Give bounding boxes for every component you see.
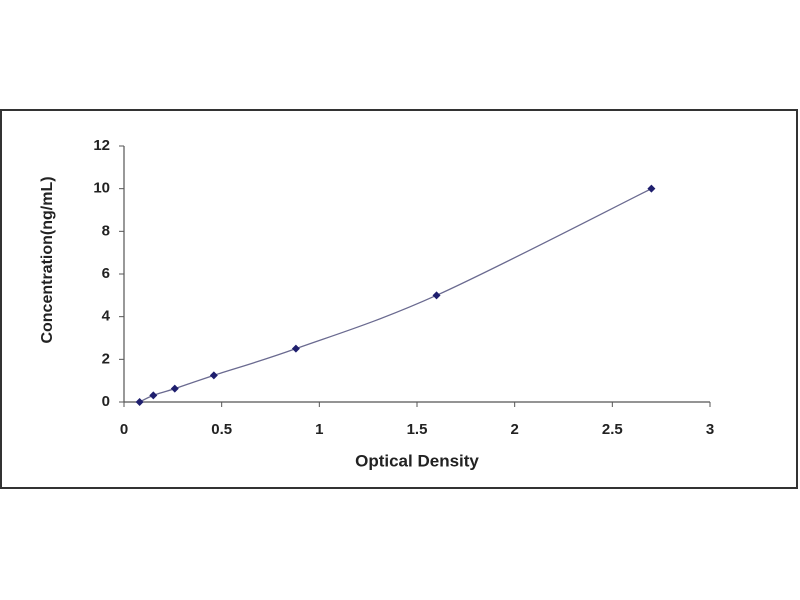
- y-tick-label: 4: [102, 308, 111, 325]
- data-point: [432, 291, 441, 300]
- y-tick-label: 2: [102, 350, 110, 367]
- x-tick-label: 3: [706, 421, 714, 438]
- x-tick-label: 1: [315, 421, 323, 438]
- data-point: [149, 391, 158, 400]
- y-tick-label: 8: [102, 222, 110, 239]
- y-tick-label: 0: [102, 393, 110, 410]
- data-point: [647, 184, 656, 193]
- data-point: [170, 384, 179, 393]
- x-tick-label: 0: [120, 421, 128, 438]
- data-point: [291, 344, 300, 353]
- y-axis-title: Concentration(ng/mL): [39, 176, 56, 343]
- y-tick-label: 12: [93, 137, 110, 154]
- data-point: [209, 371, 218, 380]
- y-tick-label: 10: [93, 180, 110, 197]
- data-point: [135, 398, 144, 406]
- x-tick-label: 2: [510, 421, 518, 438]
- x-axis-title: Optical Density: [355, 451, 479, 470]
- x-tick-label: 0.5: [211, 421, 232, 438]
- x-tick-label: 1.5: [407, 421, 428, 438]
- fit-curve: [139, 188, 652, 403]
- y-tick-label: 6: [102, 265, 110, 282]
- x-tick-label: 2.5: [602, 421, 623, 438]
- chart-frame: [0, 109, 798, 489]
